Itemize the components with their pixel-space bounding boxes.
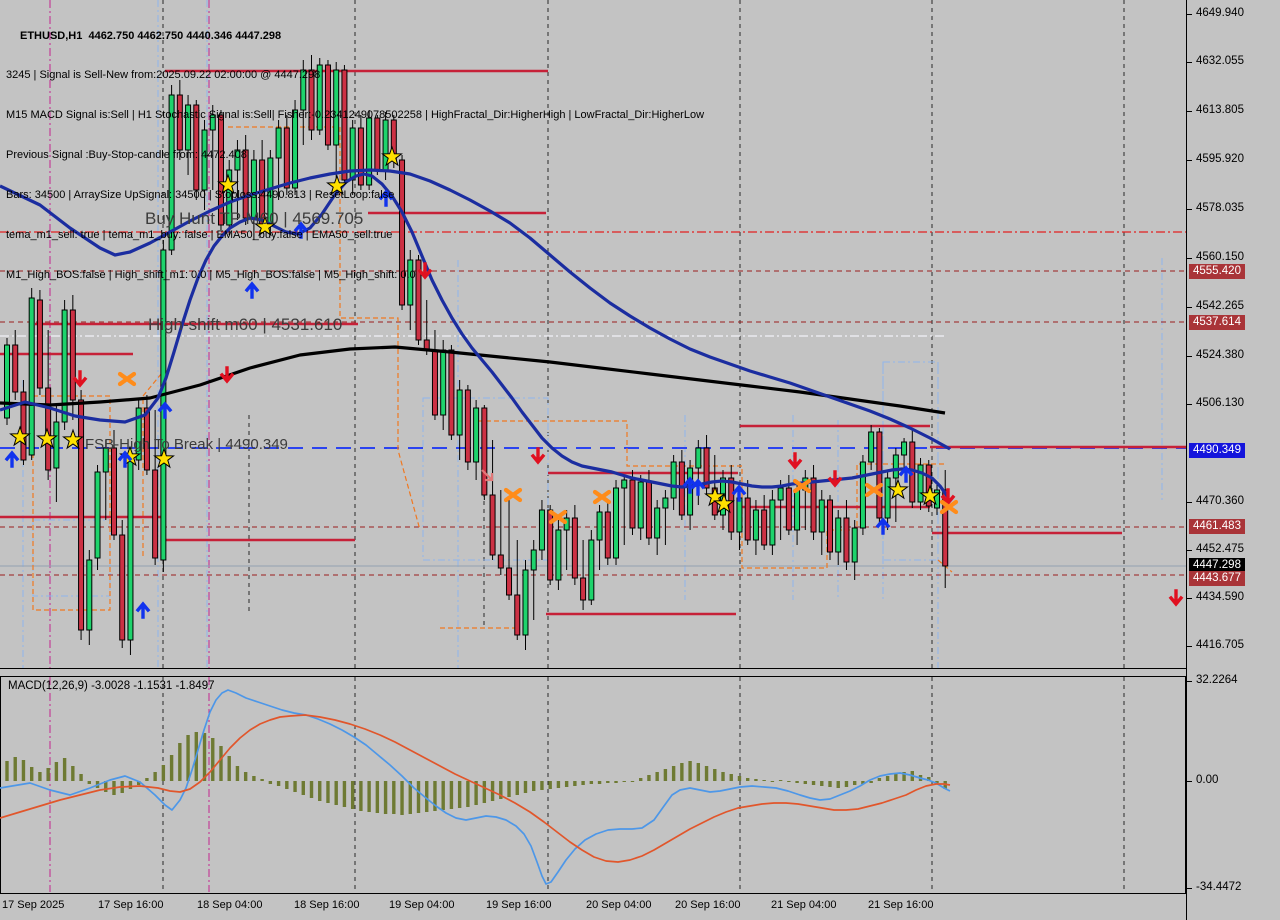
price-badge: 4537.614	[1189, 314, 1245, 330]
macd-axis-label: -34.4472	[1196, 881, 1242, 893]
signal-markers	[4, 145, 1184, 619]
price-tick	[1187, 502, 1192, 503]
time-axis-label: 20 Sep 16:00	[675, 899, 741, 911]
price-axis-label: 4613.805	[1196, 104, 1244, 116]
time-axis-label: 17 Sep 2025	[2, 899, 65, 911]
price-tick	[1187, 646, 1192, 647]
red-level-segments	[0, 69, 1186, 616]
time-axis-label: 18 Sep 04:00	[197, 899, 263, 911]
chart-annotations: Buy Hunt TP M60 | 4569.705 High-shift m60…	[85, 209, 363, 453]
symbol-ohlc-line: ETHUSD,H1 4462.750 4462.750 4440.346 444…	[20, 29, 282, 42]
price-axis-label: 4470.360	[1196, 495, 1244, 507]
price-axis-label: 4434.590	[1196, 591, 1244, 603]
time-axis-label: 18 Sep 16:00	[294, 899, 360, 911]
price-axis-label: 4542.265	[1196, 300, 1244, 312]
macd-border	[0, 676, 1186, 894]
time-axis-label: 17 Sep 16:00	[98, 899, 164, 911]
time-axis[interactable]: 17 Sep 2025 17 Sep 16:00 18 Sep 04:00 18 Se…	[0, 894, 1186, 920]
price-axis-label: 4578.035	[1196, 202, 1244, 214]
price-tick	[1187, 62, 1192, 63]
price-tick	[1187, 111, 1192, 112]
price-tick	[1187, 598, 1192, 599]
price-axis[interactable]: 4649.940 4632.055 4613.805 4595.920 4578.035…	[1186, 0, 1280, 920]
price-axis-label: 4595.920	[1196, 153, 1244, 165]
macd-tick	[1187, 781, 1192, 782]
price-tick	[1187, 160, 1192, 161]
orange-trailing-lines	[32, 126, 953, 629]
price-badge: 4555.420	[1189, 263, 1245, 279]
tema-ema-flags-line: tema_m1_sell: true | tema_m1_buy: false …	[6, 229, 393, 242]
price-tick	[1187, 356, 1192, 357]
macd-axis-label: 32.2264	[1196, 674, 1238, 686]
macd-tick	[1187, 681, 1192, 682]
price-tick	[1187, 14, 1192, 15]
bos-flags-line: M1_High_BOS:false | High_shift_m1: 0.0 |…	[6, 268, 416, 281]
time-axis-label: 21 Sep 16:00	[868, 899, 934, 911]
price-badge: 4490.349	[1189, 442, 1245, 458]
price-tick	[1187, 209, 1192, 210]
macd-axis-label: 0.00	[1196, 774, 1219, 786]
price-tick	[1187, 307, 1192, 308]
macd-histogram	[5, 732, 947, 815]
indicator-signal-line: M15 MACD Signal is:Sell | H1 Stochastic …	[6, 109, 705, 122]
price-axis-label: 4649.940	[1196, 7, 1244, 19]
svg-text:Buy Hunt TP M60 | 4569.705: Buy Hunt TP M60 | 4569.705	[145, 209, 363, 228]
bars-stoploss-line: Bars: 34500 | ArraySize UpSignal: 34500 …	[6, 189, 395, 202]
macd-lines	[0, 689, 951, 885]
price-chart-canvas[interactable]: Buy Hunt TP M60 | 4569.705 High-shift m60…	[0, 0, 1186, 670]
price-tick	[1187, 404, 1192, 405]
time-axis-label: 19 Sep 04:00	[389, 899, 455, 911]
time-axis-label: 20 Sep 04:00	[586, 899, 652, 911]
price-tick	[1187, 258, 1192, 259]
price-axis-label: 4506.130	[1196, 397, 1244, 409]
signal-line: 3245 | Signal is Sell-New from:2025.09.2…	[6, 69, 321, 82]
previous-signal-line: Previous Signal :Buy-Stop-candle from: 4…	[6, 149, 247, 162]
price-badge: 4461.483	[1189, 518, 1245, 534]
macd-indicator-panel[interactable]	[0, 676, 1186, 894]
svg-text:FSB-High To Break | 4490.349: FSB-High To Break | 4490.349	[85, 436, 288, 453]
price-axis-label: 4416.705	[1196, 639, 1244, 651]
price-axis-label: 4632.055	[1196, 55, 1244, 67]
price-axis-label: 4560.150	[1196, 251, 1244, 263]
macd-values-label: MACD(12,26,9) -3.0028 -1.1531 -1.8497	[8, 680, 215, 692]
time-axis-label: 21 Sep 04:00	[771, 899, 837, 911]
price-badge: 4443.677	[1189, 570, 1245, 586]
price-badge: 4447.298	[1189, 557, 1245, 573]
price-axis-label: 4524.380	[1196, 349, 1244, 361]
price-tick	[1187, 550, 1192, 551]
price-axis-label: 4452.475	[1196, 543, 1244, 555]
range-boxes	[32, 361, 939, 597]
time-axis-label: 19 Sep 16:00	[486, 899, 552, 911]
macd-tick	[1187, 888, 1192, 889]
svg-text:High-shift m60 | 4531.610: High-shift m60 | 4531.610	[148, 315, 342, 334]
chart-info-overlay: ETHUSD,H1 4462.750 4462.750 4440.346 444…	[6, 3, 704, 309]
